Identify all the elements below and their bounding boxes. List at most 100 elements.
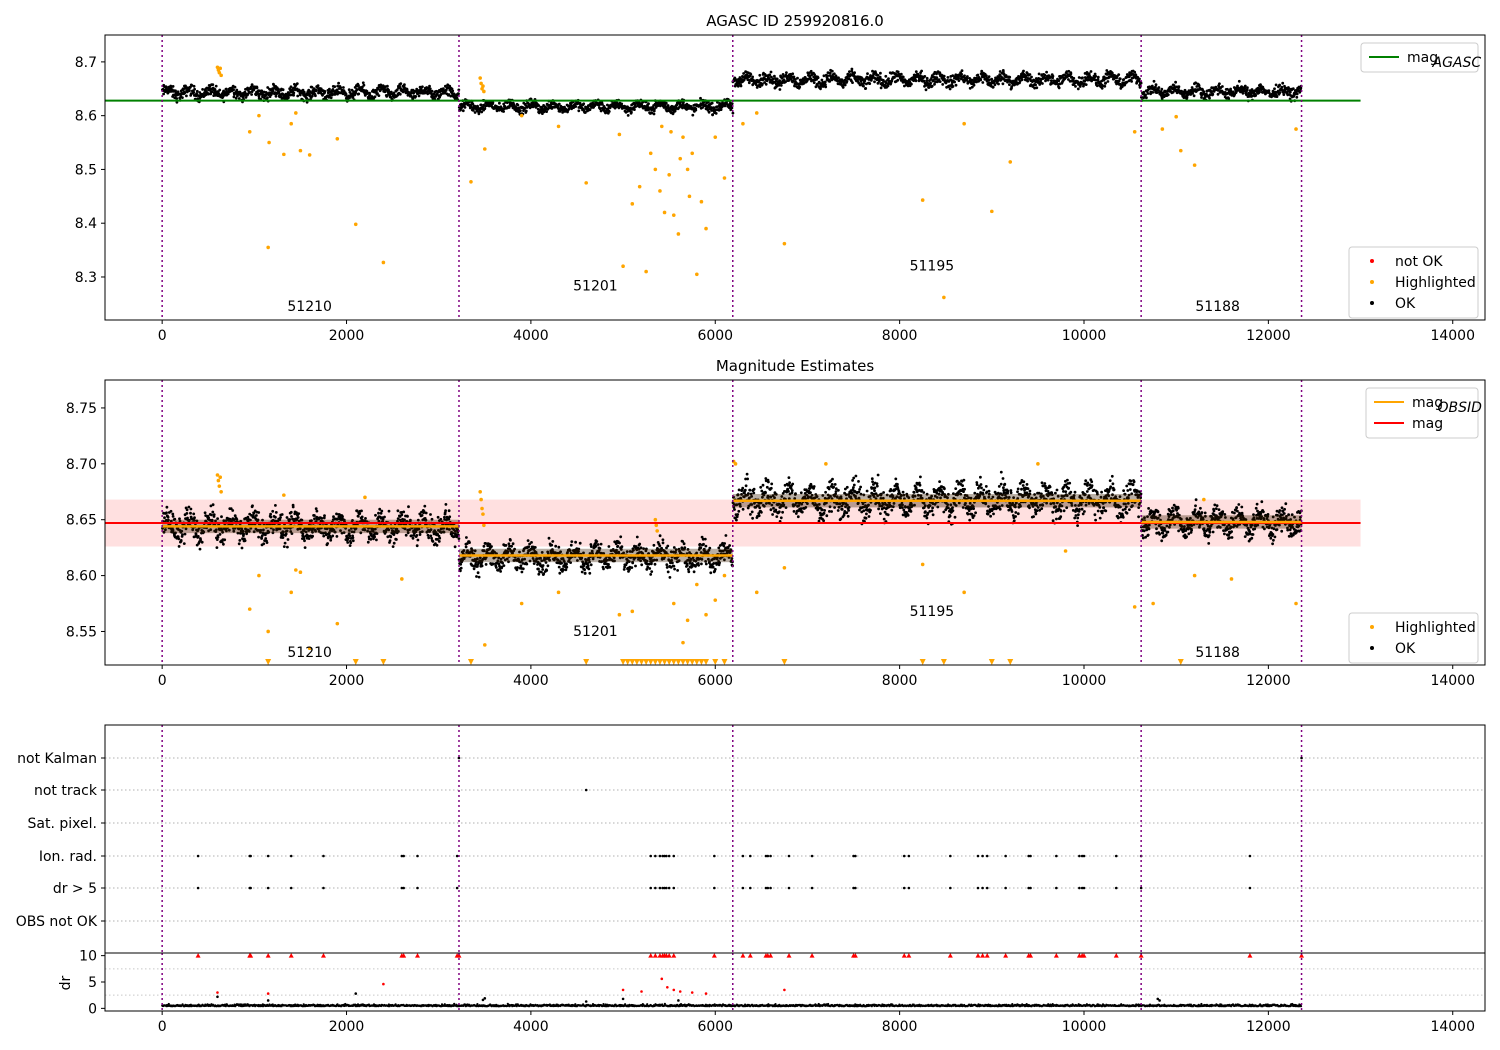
ok-point: [214, 84, 218, 88]
ok-point: [484, 563, 488, 566]
ok-point: [298, 93, 302, 97]
ok-point: [583, 571, 587, 575]
ok-point: [266, 86, 270, 89]
ok-point: [1241, 91, 1245, 95]
ok-point: [1152, 79, 1156, 83]
ok-point: [471, 109, 475, 112]
ok-point: [258, 89, 262, 93]
ok-point: [620, 102, 624, 106]
ok-point: [1022, 69, 1025, 73]
ok-point: [322, 534, 326, 538]
ok-point: [879, 71, 882, 75]
ok-point: [244, 96, 248, 99]
panel-magnitude-estimates: Magnitude Estimates512105120151195511880…: [66, 357, 1482, 689]
ok-point: [953, 80, 956, 84]
ok-point: [165, 511, 168, 515]
ok-point: [925, 76, 929, 80]
ok-point: [537, 567, 540, 571]
ok-point: [502, 564, 506, 567]
ok-point: [638, 542, 642, 546]
ok-point: [583, 568, 586, 572]
ok-point: [938, 80, 942, 83]
highlighted-point: [469, 180, 473, 184]
ok-point: [373, 535, 376, 539]
ok-point: [262, 542, 266, 546]
ok-point: [1084, 83, 1088, 86]
ok-point: [210, 513, 213, 517]
ok-point: [739, 84, 743, 88]
ok-point: [404, 533, 408, 537]
ok-point: [742, 72, 745, 75]
ok-point: [498, 101, 501, 105]
ok-point: [734, 78, 738, 82]
ok-point: [972, 83, 976, 87]
highlighted-point: [289, 121, 294, 126]
ok-point: [761, 82, 764, 86]
ok-point: [373, 95, 377, 99]
ok-point: [769, 70, 773, 74]
ok-point: [447, 93, 451, 96]
ok-point: [453, 545, 457, 549]
ok-point: [264, 537, 268, 540]
ok-point: [342, 86, 345, 89]
ok-point: [333, 85, 337, 88]
ok-point: [281, 536, 285, 539]
ok-point: [820, 78, 824, 82]
ok-point: [198, 547, 202, 551]
ok-point: [616, 544, 620, 548]
ok-point: [873, 80, 876, 84]
ok-point: [331, 92, 335, 96]
highlighted-point: [1160, 127, 1165, 131]
ok-point: [491, 101, 495, 104]
ok-point: [427, 536, 431, 540]
ok-point: [863, 79, 867, 83]
ok-point: [653, 562, 657, 566]
ok-point: [853, 71, 856, 75]
ok-point: [383, 515, 386, 519]
highlighted-point: [1192, 163, 1197, 167]
ok-point: [362, 83, 366, 87]
ok-point: [728, 544, 731, 547]
ok-point: [879, 86, 883, 90]
ok-point: [211, 83, 215, 86]
ok-point: [704, 544, 708, 548]
ok-point: [710, 101, 714, 105]
ok-point: [271, 509, 275, 513]
ok-point: [441, 87, 445, 90]
ok-point: [447, 509, 451, 513]
ok-point: [203, 511, 207, 515]
ok-point: [292, 91, 296, 95]
ok-point: [523, 106, 527, 110]
ok-point: [171, 515, 175, 518]
ok-point: [271, 89, 275, 93]
ok-point: [666, 570, 670, 574]
ok-point: [212, 513, 216, 516]
ok-point: [868, 82, 872, 85]
ok-point: [1146, 92, 1150, 95]
ok-point: [607, 545, 611, 548]
ok-point: [274, 511, 278, 514]
ok-point: [416, 538, 420, 542]
ok-point: [640, 563, 644, 567]
highlighted-point: [1008, 160, 1013, 164]
ok-point: [369, 537, 373, 541]
ok-point: [661, 541, 665, 545]
ok-point: [366, 540, 370, 544]
ok-point: [320, 516, 324, 520]
ok-point: [213, 88, 217, 91]
ok-point: [465, 536, 468, 539]
ok-point: [1295, 92, 1299, 96]
ok-point: [866, 72, 869, 75]
ok-point: [987, 75, 991, 78]
ok-point: [532, 562, 536, 565]
obsid-label: 51188: [1195, 299, 1240, 315]
ok-point: [602, 567, 605, 571]
highlighted-point: [353, 222, 358, 227]
ok-point: [1154, 83, 1158, 87]
highlighted-point: [584, 181, 589, 185]
ok-point: [577, 109, 581, 113]
ok-point: [981, 81, 985, 84]
ok-point: [375, 538, 378, 542]
ok-point: [851, 81, 854, 84]
ok-point: [177, 545, 181, 548]
